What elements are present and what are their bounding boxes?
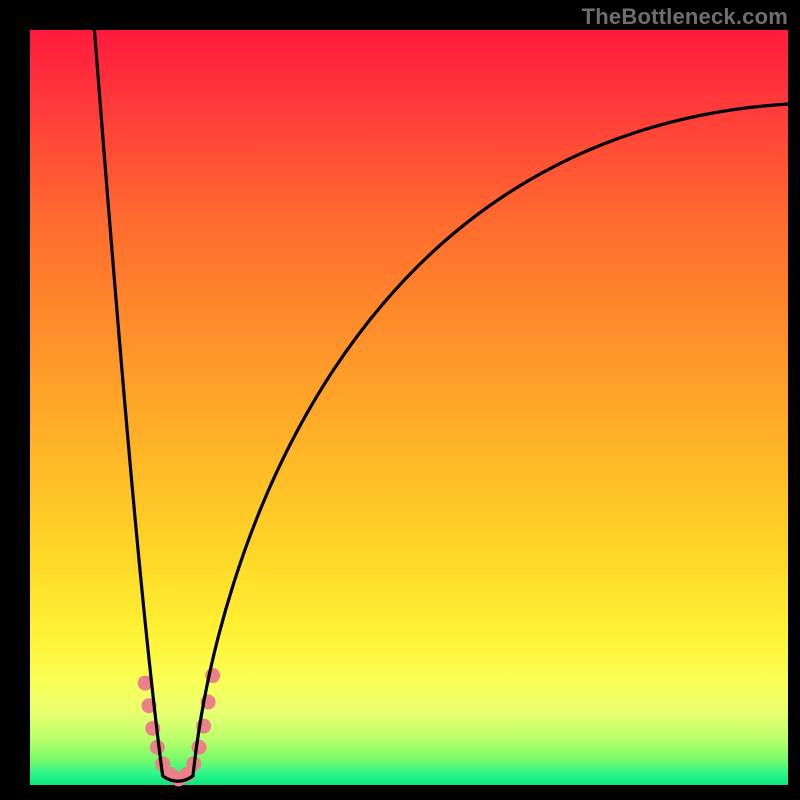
bottleneck-curve [94, 30, 788, 781]
marker-dot [192, 740, 207, 755]
chart-root: TheBottleneck.com [0, 0, 800, 800]
watermark-text: TheBottleneck.com [582, 4, 788, 30]
curve-layer [0, 0, 800, 800]
